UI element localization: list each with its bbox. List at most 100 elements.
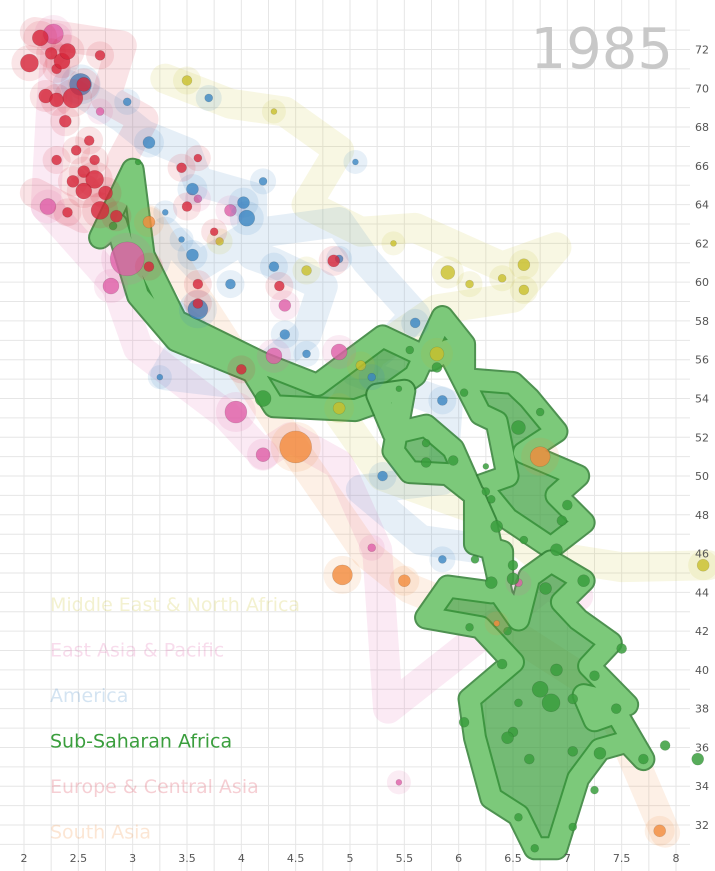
- country-bubble: [352, 158, 359, 166]
- country-bubble: [156, 373, 164, 381]
- country-bubble: [186, 248, 199, 262]
- country-bubble: [62, 87, 84, 109]
- country-bubble: [204, 93, 214, 103]
- country-bubble: [590, 785, 599, 795]
- country-bubble: [562, 499, 573, 511]
- country-bubble: [161, 209, 169, 216]
- country-bubble: [518, 284, 530, 296]
- y-axis-ticks: 32 34 36 38 40 42 44 46 48 50 52 54 56 58 60 62 64 66 68 70…: [695, 44, 709, 833]
- country-bubble: [176, 162, 187, 174]
- y-tick-label: 60: [695, 276, 709, 289]
- country-bubble: [279, 329, 291, 340]
- country-bubble: [265, 347, 283, 365]
- country-bubble: [209, 227, 219, 237]
- country-bubble: [567, 746, 579, 757]
- country-bubble: [20, 53, 39, 73]
- country-bubble: [355, 360, 367, 371]
- country-bubble: [497, 273, 507, 283]
- x-tick-label: 7.5: [613, 852, 631, 865]
- country-bubble: [421, 438, 431, 448]
- region-outline-fill: [367, 380, 654, 859]
- country-bubble: [507, 559, 519, 571]
- country-bubble: [255, 447, 271, 462]
- country-bubble: [237, 196, 250, 209]
- country-bubble: [76, 77, 92, 92]
- country-bubble: [377, 470, 388, 482]
- country-bubble: [367, 543, 377, 553]
- country-bubble: [484, 576, 498, 589]
- country-bubble: [659, 740, 671, 751]
- country-bubble: [77, 165, 91, 178]
- country-bubble: [192, 278, 204, 290]
- country-bubble: [481, 487, 491, 496]
- y-tick-label: 68: [695, 121, 709, 134]
- x-tick-label: 5: [347, 852, 354, 865]
- country-bubble: [438, 555, 447, 564]
- country-bubble: [539, 582, 552, 595]
- y-tick-label: 54: [695, 392, 709, 405]
- legend[interactable]: Middle East & North Africa East Asia & Pa…: [50, 594, 300, 844]
- country-bubble: [95, 107, 105, 116]
- country-bubble: [616, 643, 627, 654]
- legend-entry[interactable]: Sub-Saharan Africa: [50, 731, 232, 753]
- country-bubble: [193, 194, 203, 204]
- country-bubble: [459, 388, 469, 397]
- country-bubble: [550, 543, 563, 556]
- y-tick-label: 62: [695, 237, 709, 250]
- country-bubble: [332, 401, 346, 415]
- country-bubble: [530, 843, 540, 853]
- country-bubble: [501, 731, 514, 745]
- country-bubble: [330, 343, 348, 361]
- country-bubble: [367, 372, 377, 382]
- x-tick-label: 6: [455, 852, 462, 865]
- country-bubble: [215, 237, 224, 246]
- x-tick-label: 2.5: [70, 852, 88, 865]
- country-bubble: [193, 153, 203, 163]
- country-bubble: [638, 753, 649, 765]
- country-bubble: [224, 400, 248, 424]
- country-bubble: [142, 215, 156, 229]
- country-bubble: [268, 261, 280, 272]
- legend-entry[interactable]: Europe & Central Asia: [50, 776, 259, 798]
- y-tick-label: 32: [695, 819, 709, 832]
- legend-entry[interactable]: Middle East & North Africa: [50, 594, 300, 616]
- country-bubble: [301, 265, 312, 276]
- country-bubble: [519, 535, 529, 545]
- country-bubble: [39, 198, 57, 215]
- country-bubble: [482, 463, 490, 470]
- country-bubble: [568, 822, 578, 832]
- country-bubble: [440, 265, 456, 280]
- country-bubble: [529, 446, 551, 467]
- country-bubble: [58, 114, 72, 128]
- country-bubble: [405, 345, 415, 355]
- y-tick-label: 44: [695, 586, 709, 599]
- country-bubble: [98, 185, 113, 201]
- country-bubble: [395, 385, 403, 393]
- legend-entry[interactable]: America: [50, 685, 128, 707]
- country-bubble: [567, 693, 579, 705]
- y-tick-label: 64: [695, 199, 709, 212]
- x-tick-label: 6.5: [504, 852, 522, 865]
- country-bubble: [178, 236, 185, 243]
- country-bubbles: [11, 14, 715, 853]
- country-bubble: [523, 753, 535, 765]
- legend-entry[interactable]: South Asia: [50, 822, 151, 844]
- country-bubble: [447, 455, 459, 466]
- country-bubble: [470, 555, 480, 564]
- y-tick-label: 42: [695, 625, 709, 638]
- country-bubble: [506, 572, 520, 586]
- country-bubble: [302, 349, 311, 359]
- country-bubble: [490, 520, 504, 533]
- country-bubble: [51, 154, 62, 166]
- x-tick-label: 3.5: [178, 852, 196, 865]
- country-bubble: [85, 170, 104, 189]
- country-bubble: [465, 622, 474, 632]
- country-bubble: [517, 258, 531, 272]
- legend-entry[interactable]: East Asia & Pacific: [50, 640, 224, 662]
- country-bubble: [181, 75, 193, 86]
- country-bubble: [143, 261, 155, 272]
- country-bubble: [192, 298, 204, 309]
- region-outline-fill: [90, 159, 594, 558]
- country-bubble: [514, 812, 523, 822]
- country-bubble: [493, 620, 501, 627]
